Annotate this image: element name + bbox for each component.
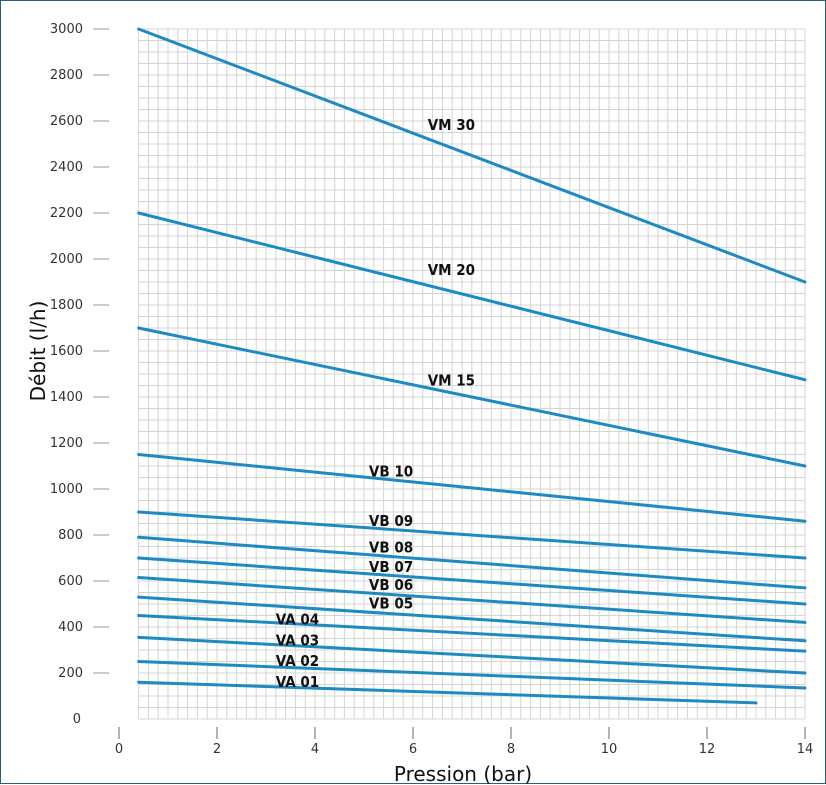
series-line: [137, 556, 807, 606]
series-label: VM 20: [428, 261, 475, 279]
y-tick-label: 200: [58, 666, 83, 681]
y-tick-label: 3000: [50, 22, 83, 37]
x-tick-label: 6: [409, 742, 417, 757]
series-line: [137, 326, 807, 468]
series-line: [137, 595, 807, 643]
y-tick-label: 400: [58, 620, 83, 635]
x-tick-label: 2: [213, 742, 221, 757]
x-axis-title: Pression (bar): [394, 762, 532, 785]
series-line: [137, 27, 807, 284]
series-label: VB 06: [369, 576, 413, 594]
x-tick-label: 10: [601, 742, 618, 757]
series-label: VB 10: [369, 462, 413, 480]
y-tick-label: 1800: [50, 298, 83, 313]
y-tick-label: 2200: [50, 206, 83, 221]
x-tick-label: 8: [507, 742, 515, 757]
y-tick-label: 1200: [50, 436, 83, 451]
series-line: [137, 660, 807, 690]
series-label: VA 04: [276, 611, 319, 629]
y-tick-label: 0: [73, 712, 81, 727]
series-label: VA 02: [276, 652, 319, 670]
x-tick-label: 12: [699, 742, 716, 757]
series-line: [137, 453, 807, 523]
series-line: [137, 535, 807, 590]
y-tick-label: 600: [58, 574, 83, 589]
series-line: [137, 211, 807, 382]
y-tick-label: 800: [58, 528, 83, 543]
series-label: VB 07: [369, 558, 413, 576]
series-line: [137, 576, 807, 624]
y-tick-label: 2600: [50, 114, 83, 129]
y-tick-label: 2400: [50, 160, 83, 175]
series-line: [137, 635, 807, 675]
y-tick-label: 2000: [50, 252, 83, 267]
x-tick-label: 0: [115, 742, 123, 757]
series-line: [137, 680, 758, 705]
axes: 0 200 400 600 800 1000 1200 1400 1600 1800 2000 220…: [50, 22, 813, 757]
x-tick-label: 4: [311, 742, 319, 757]
y-axis-title: Débit (l/h): [26, 301, 50, 402]
series-label: VA 01: [276, 673, 319, 691]
y-tick-label: 1600: [50, 344, 83, 359]
series-label: VB 08: [369, 538, 413, 556]
series-line: [137, 614, 807, 653]
series-lines: [137, 27, 807, 705]
series-label: VM 15: [428, 372, 475, 390]
y-tick-label: 2800: [50, 68, 83, 83]
series-label: VA 03: [276, 631, 319, 649]
series-label: VB 09: [369, 512, 413, 530]
series-label: VM 30: [428, 116, 475, 134]
x-tick-label: 14: [797, 742, 814, 757]
series-label: VB 05: [369, 595, 413, 613]
y-tick-label: 1400: [50, 390, 83, 405]
y-tick-label: 1000: [50, 482, 83, 497]
series-line: [137, 510, 807, 560]
